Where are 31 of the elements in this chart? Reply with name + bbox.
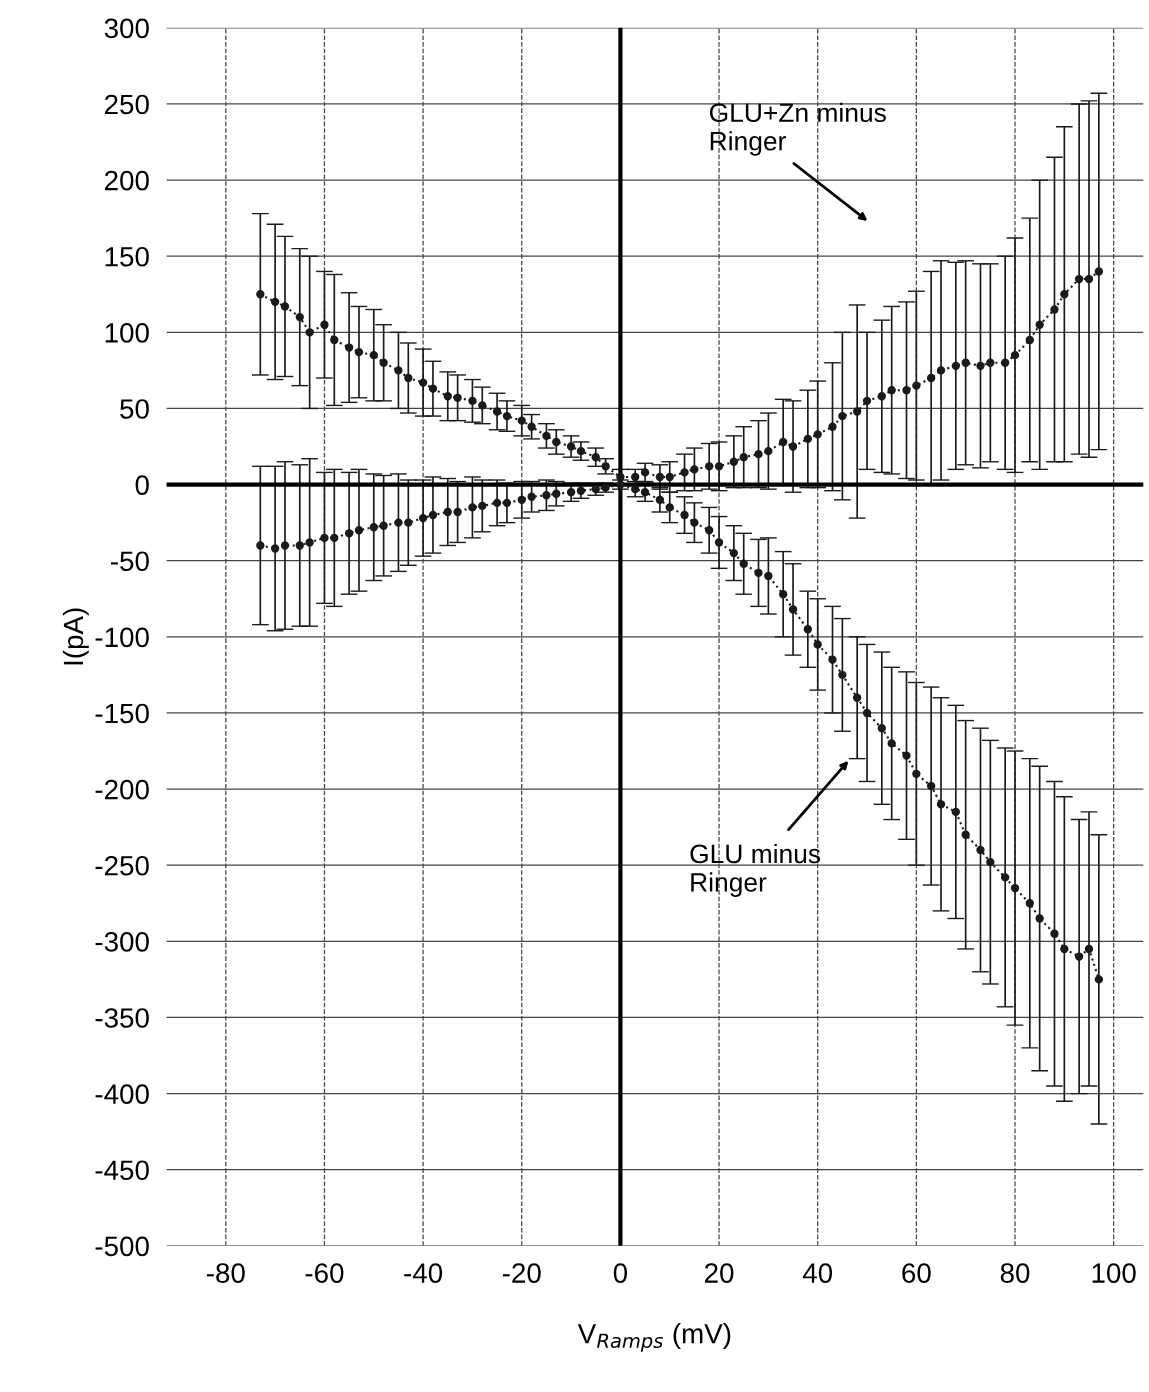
y-tick-label: -100 — [95, 627, 149, 648]
x-tick-label: 80 — [1000, 1263, 1030, 1283]
y-tick-label: -300 — [95, 932, 149, 952]
annotation: GLU minus Ringer — [690, 843, 821, 897]
x-tick-label: -40 — [404, 1263, 443, 1283]
y-tick-label: -250 — [95, 855, 149, 876]
x-axis-title: V$_{Ramps}$ (mV) — [577, 1323, 731, 1352]
y-tick-label: -150 — [95, 703, 149, 724]
y-tick-label: -500 — [95, 1236, 149, 1257]
x-tick-label: 40 — [802, 1263, 833, 1283]
y-tick-label: 200 — [104, 170, 149, 191]
y-tick-label: -50 — [111, 551, 149, 572]
x-tick-label: 100 — [1092, 1263, 1136, 1283]
y-tick-label: 100 — [105, 323, 149, 343]
y-axis-title: I(pA) — [62, 608, 89, 665]
y-tick-label: -400 — [95, 1084, 149, 1104]
y-tick-label: 250 — [104, 94, 149, 115]
y-tick-label: 50 — [120, 399, 149, 419]
x-tick-label: -60 — [305, 1263, 344, 1283]
y-tick-label: -350 — [95, 1008, 149, 1028]
x-tick-label: 0 — [613, 1263, 628, 1283]
y-tick-label: 150 — [105, 246, 149, 267]
x-tick-label: -20 — [502, 1263, 541, 1283]
x-tick-label: -80 — [206, 1263, 245, 1283]
y-tick-label: 0 — [135, 475, 149, 495]
x-tick-label: 60 — [902, 1263, 931, 1283]
x-tick-label: 20 — [705, 1263, 734, 1283]
y-tick-label: -450 — [95, 1160, 149, 1181]
annotation: GLU+Zn minus Ringer — [709, 102, 886, 156]
y-tick-label: 300 — [104, 18, 149, 39]
y-tick-label: -200 — [95, 779, 149, 800]
